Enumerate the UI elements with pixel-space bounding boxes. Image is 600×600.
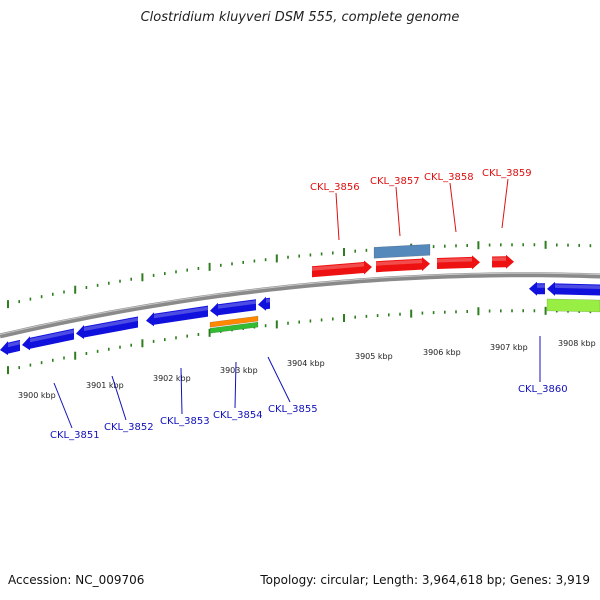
genome-stats-text: Topology: circular; Length: 3,964,618 bp…	[260, 573, 590, 587]
reverse-gene-arrow	[547, 281, 600, 296]
gene-leader-line	[53, 382, 73, 429]
gene-leader-line	[111, 375, 127, 421]
reverse-gene-arrow	[76, 316, 138, 339]
forward-gene-arrow	[492, 254, 514, 269]
scale-label: 3906 kbp	[423, 348, 461, 357]
reverse-gene-arrow	[22, 328, 74, 351]
scale-label: 3901 kbp	[86, 381, 124, 390]
scale-label: 3905 kbp	[355, 352, 393, 361]
reverse-gene-arrow-gloss	[555, 284, 600, 289]
gene-label: CKL_3858	[424, 172, 474, 183]
forward-gene-arrow-gloss	[437, 257, 472, 263]
reverse-gene-arrow-gloss	[154, 306, 208, 319]
forward-gene-arrow	[376, 257, 430, 273]
scale-label: 3903 kbp	[220, 366, 258, 375]
reverse-gene-arrow	[0, 339, 20, 356]
gene-leader-line	[395, 186, 401, 237]
gene-label: CKL_3852	[104, 422, 154, 433]
scale-label: 3904 kbp	[287, 359, 325, 368]
gene-label: CKL_3859	[482, 168, 532, 179]
forward-gene-arrow	[312, 260, 372, 278]
gene-leader-line	[267, 356, 291, 403]
reverse-gene-arrow-shape	[258, 296, 270, 311]
reverse-gene-arrow-gloss	[537, 284, 545, 288]
reverse-gene-arrow	[146, 305, 208, 327]
feature-block	[546, 298, 600, 313]
gene-label: CKL_3853	[160, 416, 210, 427]
reverse-gene-arrow-gloss	[8, 340, 20, 348]
forward-gene-arrow-shape	[437, 255, 480, 270]
forward-gene-arrow-gloss	[376, 259, 422, 266]
reverse-gene-arrow-gloss	[30, 329, 74, 343]
gene-label: CKL_3860	[518, 384, 568, 395]
forward-gene-arrow-shape	[492, 254, 514, 269]
reverse-gene-arrow-gloss	[266, 298, 270, 303]
feature-block	[209, 315, 259, 328]
scale-label: 3900 kbp	[18, 391, 56, 400]
reverse-gene-arrow	[529, 281, 545, 296]
scale-label: 3908 kbp	[558, 339, 596, 348]
gene-label: CKL_3856	[310, 182, 360, 193]
forward-gene-arrow-gloss	[492, 257, 506, 261]
gene-label: CKL_3855	[268, 404, 318, 415]
gene-label: CKL_3854	[213, 410, 263, 421]
reverse-gene-arrow-shape	[22, 328, 74, 351]
reverse-gene-arrow-shape	[76, 316, 138, 339]
map-title: Clostridium kluyveri DSM 555, complete g…	[140, 10, 460, 25]
gene-leader-line	[335, 192, 340, 241]
scale-label: 3907 kbp	[490, 343, 528, 352]
gene-label: CKL_3857	[370, 176, 420, 187]
forward-gene-arrow-shape	[312, 260, 372, 278]
feature-block	[373, 244, 431, 259]
reverse-gene-arrow-shape	[146, 305, 208, 327]
gene-leader-line	[501, 178, 509, 229]
genome-backbone	[0, 272, 600, 339]
gene-leader-line	[180, 367, 183, 415]
reverse-gene-arrow-shape	[529, 281, 545, 296]
genome-backbone-highlight	[0, 272, 600, 335]
gene-leader-line	[449, 182, 457, 233]
reverse-gene-arrow-shape	[210, 299, 256, 317]
reverse-gene-arrow-shape	[547, 281, 600, 296]
feature-block	[209, 321, 259, 334]
scale-label: 3902 kbp	[153, 374, 191, 383]
gene-label: CKL_3851	[50, 430, 100, 441]
reverse-gene-arrow	[210, 299, 256, 317]
accession-text: Accession: NC_009706	[8, 573, 145, 587]
reverse-gene-arrow-gloss	[84, 317, 138, 331]
forward-gene-arrow-gloss	[312, 263, 364, 271]
forward-gene-arrow-shape	[376, 257, 430, 273]
reverse-gene-arrow-shape	[0, 339, 20, 356]
reverse-gene-arrow	[258, 296, 270, 311]
forward-gene-arrow	[437, 255, 480, 270]
reverse-gene-arrow-gloss	[218, 300, 256, 309]
gene-leader-line	[234, 361, 237, 409]
